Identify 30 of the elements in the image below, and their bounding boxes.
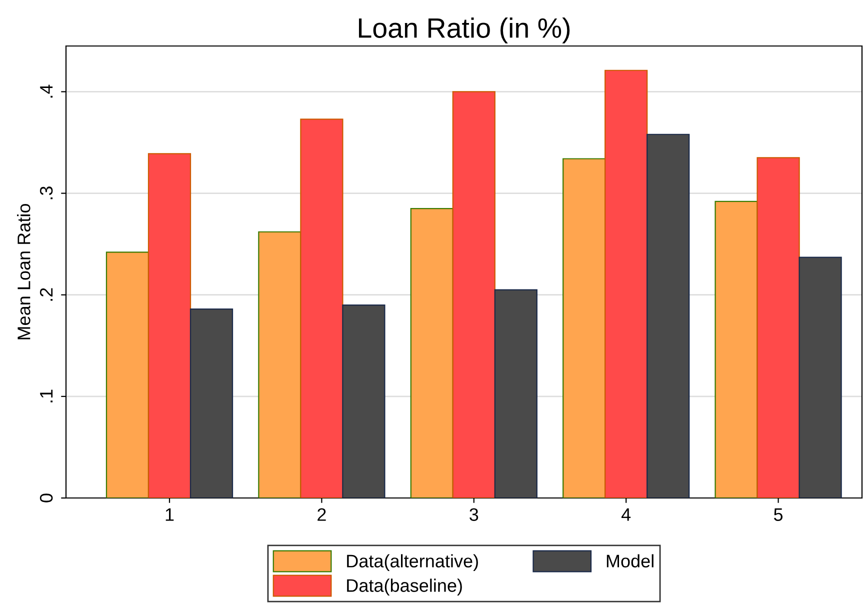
x-tick-label: 4: [621, 508, 631, 521]
chart-title: Loan Ratio (in %): [358, 18, 570, 44]
y-tick-label: .3: [40, 186, 53, 200]
bar: [410, 208, 454, 498]
bar: [714, 200, 758, 498]
bar: [190, 308, 234, 498]
y-tick-label: 0: [40, 494, 53, 502]
x-tick-label: 3: [470, 508, 478, 521]
bar: [562, 158, 606, 498]
y-tick-label: .1: [40, 390, 53, 402]
x-tick-label: 5: [774, 508, 783, 521]
x-tick-label: 2: [318, 508, 326, 521]
bar: [646, 134, 690, 498]
legend-label: Data(alternative): [347, 554, 478, 572]
y-tick-label: .2: [40, 288, 53, 301]
bar: [300, 118, 344, 498]
legend-label: Data(baseline): [347, 578, 462, 596]
bar: [106, 252, 150, 498]
y-axis-title: Mean Loan Ratio: [17, 204, 30, 340]
bar: [342, 304, 386, 498]
bar: [258, 231, 302, 498]
bar: [494, 289, 538, 498]
bar: [604, 70, 648, 498]
bar: [452, 91, 496, 498]
bar: [148, 153, 192, 498]
x-tick-label: 1: [166, 508, 174, 521]
bar: [756, 157, 800, 498]
y-tick-label: .4: [40, 84, 53, 98]
legend-label: Model: [606, 554, 654, 568]
bar: [798, 256, 842, 498]
